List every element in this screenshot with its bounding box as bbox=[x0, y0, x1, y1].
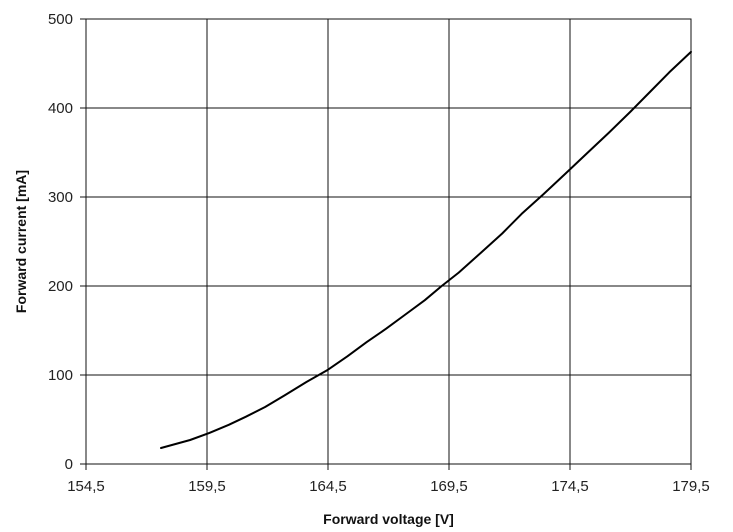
y-tick-label: 300 bbox=[48, 189, 73, 206]
x-tick-label: 179,5 bbox=[672, 478, 710, 495]
grid-lines bbox=[80, 18, 692, 470]
y-tick-label: 500 bbox=[48, 11, 73, 28]
x-tick-label: 154,5 bbox=[67, 478, 105, 495]
y-axis-title: Forward current [mA] bbox=[13, 170, 29, 313]
x-tick-label: 174,5 bbox=[551, 478, 589, 495]
x-axis-title: Forward voltage [V] bbox=[323, 511, 454, 527]
y-tick-label: 100 bbox=[48, 367, 73, 384]
x-tick-label: 159,5 bbox=[188, 478, 226, 495]
y-tick-label: 400 bbox=[48, 100, 73, 117]
y-tick-label: 0 bbox=[65, 456, 73, 473]
x-tick-label: 169,5 bbox=[430, 478, 468, 495]
x-tick-label: 164,5 bbox=[309, 478, 347, 495]
forward-current-curve bbox=[160, 50, 692, 449]
tick-labels: 154,5 159,5 164,5 169,5 174,5 179,5 0 100 200 300… bbox=[48, 11, 710, 495]
plot-frame bbox=[85, 18, 692, 465]
y-tick-label: 200 bbox=[48, 278, 73, 295]
